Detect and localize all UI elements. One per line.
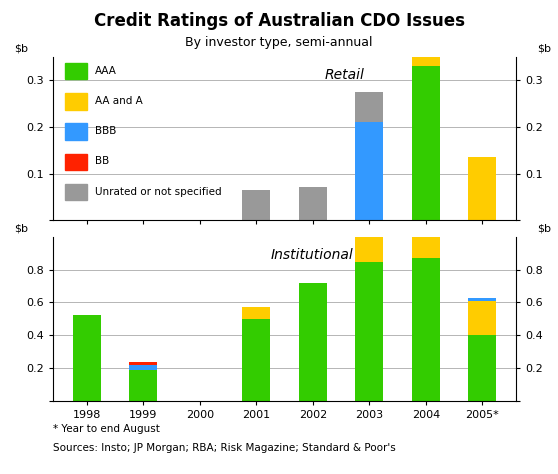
- Bar: [468, 335, 497, 401]
- Text: Unrated or not specified: Unrated or not specified: [95, 187, 222, 197]
- Bar: [468, 298, 497, 301]
- Bar: [355, 194, 383, 216]
- Bar: [355, 92, 383, 122]
- Text: Sources: Insto; JP Morgan; RBA; Risk Magazine; Standard & Poor's: Sources: Insto; JP Morgan; RBA; Risk Mag…: [53, 443, 396, 453]
- Bar: [299, 283, 327, 401]
- Bar: [129, 365, 157, 370]
- Bar: [129, 370, 157, 401]
- Text: $b: $b: [13, 224, 28, 234]
- Bar: [468, 157, 497, 220]
- FancyBboxPatch shape: [65, 63, 87, 80]
- Text: $b: $b: [537, 44, 551, 54]
- Text: AAA: AAA: [95, 65, 117, 76]
- Bar: [242, 307, 271, 319]
- Text: $b: $b: [537, 224, 551, 234]
- Bar: [242, 319, 271, 401]
- Bar: [242, 190, 271, 220]
- Text: BB: BB: [95, 156, 109, 166]
- FancyBboxPatch shape: [65, 154, 87, 170]
- Bar: [73, 316, 101, 401]
- Text: Credit Ratings of Australian CDO Issues: Credit Ratings of Australian CDO Issues: [94, 12, 464, 30]
- Bar: [355, 262, 383, 401]
- Bar: [412, 0, 440, 27]
- Text: * Year to end August: * Year to end August: [53, 424, 160, 434]
- Text: By investor type, semi-annual: By investor type, semi-annual: [185, 36, 373, 48]
- Bar: [468, 301, 497, 335]
- Bar: [412, 223, 440, 258]
- FancyBboxPatch shape: [65, 123, 87, 140]
- Bar: [355, 192, 383, 194]
- Bar: [355, 216, 383, 262]
- Bar: [355, 156, 383, 192]
- FancyBboxPatch shape: [65, 93, 87, 109]
- Bar: [299, 187, 327, 220]
- Text: Institutional: Institutional: [271, 248, 354, 263]
- Bar: [129, 362, 157, 365]
- Text: AA and A: AA and A: [95, 96, 143, 106]
- Text: BBB: BBB: [95, 126, 117, 136]
- Text: Retail: Retail: [325, 68, 365, 82]
- Bar: [412, 258, 440, 401]
- FancyBboxPatch shape: [65, 184, 87, 201]
- Bar: [355, 122, 383, 220]
- Bar: [412, 66, 440, 220]
- Text: $b: $b: [13, 44, 28, 54]
- Bar: [412, 27, 440, 66]
